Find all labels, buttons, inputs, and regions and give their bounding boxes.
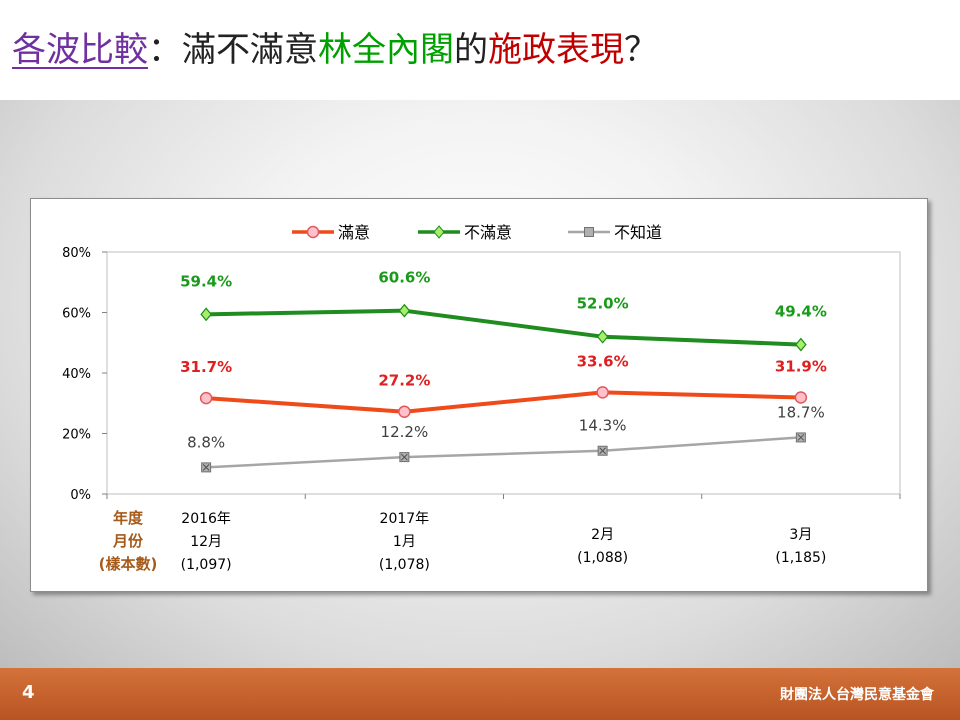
category-label: (1,185) (775, 550, 826, 566)
data-point-marker (795, 337, 807, 352)
y-tick-label: 80% (62, 246, 91, 261)
category-label: 2016年 (181, 511, 231, 527)
title-part-3: 的 (454, 30, 488, 70)
data-label: 49.4% (775, 303, 827, 321)
data-point-marker (596, 386, 609, 399)
y-tick-label: 0% (70, 488, 91, 503)
legend-label: 滿意 (338, 223, 370, 242)
data-point-marker-cross (202, 464, 210, 471)
category-label: 1月 (393, 534, 416, 550)
legend-marker (433, 225, 445, 239)
data-label: 52.0% (577, 295, 629, 313)
category-label: (1,088) (577, 550, 628, 566)
category-label: 3月 (789, 527, 812, 543)
data-point-marker (596, 329, 609, 344)
category-label: (1,078) (379, 557, 430, 573)
footer-bar: 4 財團法人台灣民意基金會 (0, 668, 960, 720)
data-label: 18.7% (777, 403, 825, 421)
series-line (206, 436, 801, 469)
data-label: 60.6% (378, 269, 430, 287)
category-label: 2月 (591, 527, 614, 543)
title-part-1: 滿不滿意 (182, 30, 318, 70)
data-label: 14.3% (579, 417, 627, 435)
title-part-2: 林全內閣 (318, 30, 454, 70)
y-tick-label: 40% (62, 367, 91, 382)
data-point-marker (200, 307, 212, 322)
data-label: 31.9% (775, 358, 827, 376)
data-point-marker-cross (797, 434, 805, 441)
title-separator: ： (148, 30, 182, 70)
title-part-4: 施政表現 (488, 30, 624, 70)
data-label: 8.8% (187, 433, 225, 451)
series-2 (201, 432, 806, 473)
data-point-marker (398, 405, 411, 418)
title-part-5: ？ (624, 30, 658, 70)
category-label: (1,097) (181, 557, 232, 573)
series-0 (199, 386, 808, 418)
page-number: 4 (22, 682, 35, 703)
data-point-marker (199, 391, 213, 405)
row-header: (樣本數) (99, 555, 158, 573)
legend-label: 不知道 (614, 223, 662, 242)
data-label: 33.6% (577, 352, 629, 370)
data-label: 27.2% (378, 372, 430, 390)
y-tick-label: 20% (62, 428, 91, 443)
data-point-marker-cross (401, 453, 408, 461)
organization-name: 財團法人台灣民意基金會 (780, 687, 934, 703)
data-label: 31.7% (180, 358, 232, 376)
data-label: 59.4% (180, 272, 232, 290)
data-label: 12.2% (381, 423, 429, 441)
category-label: 2017年 (380, 511, 430, 527)
legend-marker (306, 225, 320, 239)
data-point-marker (398, 303, 411, 318)
title-prefix: 各波比較 (12, 30, 148, 70)
row-header: 年度 (113, 509, 144, 527)
page-title: 各波比較：滿不滿意林全內閣的施政表現？ (12, 28, 658, 72)
row-header: 月份 (112, 532, 144, 550)
series-line (205, 390, 801, 414)
series-1 (200, 303, 807, 352)
data-point-marker (794, 391, 808, 404)
category-label: 12月 (190, 534, 222, 550)
data-point-marker-cross (599, 447, 606, 455)
series-line (206, 308, 801, 347)
legend-label: 不滿意 (464, 223, 512, 242)
legend-marker (584, 227, 594, 237)
y-tick-label: 60% (62, 307, 91, 322)
